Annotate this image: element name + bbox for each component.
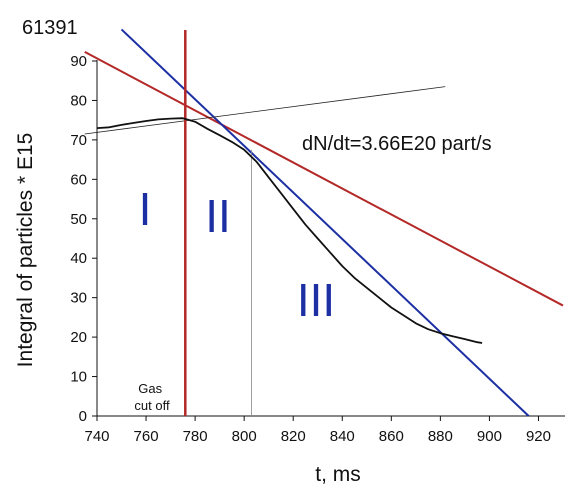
region-label-2: II bbox=[205, 190, 231, 242]
gas-cutoff-label-line2: cut off bbox=[134, 398, 170, 413]
x-tick-label: 740 bbox=[84, 428, 109, 445]
x-tick-label: 880 bbox=[428, 428, 453, 445]
y-tick-label: 70 bbox=[70, 132, 87, 149]
x-tick-label: 760 bbox=[134, 428, 159, 445]
data-series bbox=[96, 117, 483, 344]
y-axis-ticks: 0 10 20 30 40 50 60 70 80 90 bbox=[70, 53, 97, 425]
red-fit-line bbox=[84, 51, 564, 307]
x-tick-label: 800 bbox=[232, 428, 257, 445]
x-tick-label: 920 bbox=[526, 428, 551, 445]
x-tick-label: 900 bbox=[477, 428, 502, 445]
thin-fit-line bbox=[84, 86, 446, 135]
blue-fit-line bbox=[120, 28, 530, 417]
gas-cutoff-label: Gas cut off bbox=[134, 381, 170, 413]
x-tick-label: 820 bbox=[281, 428, 306, 445]
x-tick-label: 780 bbox=[183, 428, 208, 445]
y-tick-label: 20 bbox=[70, 329, 87, 346]
region-label-1: I bbox=[139, 183, 152, 235]
y-tick-label: 40 bbox=[70, 250, 87, 267]
fit-lines bbox=[84, 28, 564, 417]
marker-lines bbox=[184, 30, 252, 416]
rate-annotation: dN/dt=3.66E20 part/s bbox=[302, 133, 492, 155]
region-label-3: III bbox=[297, 274, 335, 326]
x-tick-label: 840 bbox=[330, 428, 355, 445]
y-tick-label: 10 bbox=[70, 369, 87, 386]
y-tick-label: 90 bbox=[70, 53, 87, 70]
measured-series-line bbox=[96, 117, 483, 344]
shot-number: 61391 bbox=[22, 17, 78, 39]
y-tick-label: 60 bbox=[70, 171, 87, 188]
y-tick-label: 50 bbox=[70, 211, 87, 228]
gas-cutoff-label-line1: Gas bbox=[138, 381, 162, 396]
y-axis-title: Integral of particles * E15 bbox=[14, 133, 37, 368]
y-tick-label: 80 bbox=[70, 92, 87, 109]
y-tick-label: 30 bbox=[70, 290, 87, 307]
x-axis-title: t, ms bbox=[315, 463, 361, 486]
x-tick-label: 860 bbox=[379, 428, 404, 445]
y-tick-label: 0 bbox=[79, 408, 87, 425]
x-axis-ticks: 740 760 780 800 820 840 860 880 900 920 bbox=[84, 416, 551, 445]
